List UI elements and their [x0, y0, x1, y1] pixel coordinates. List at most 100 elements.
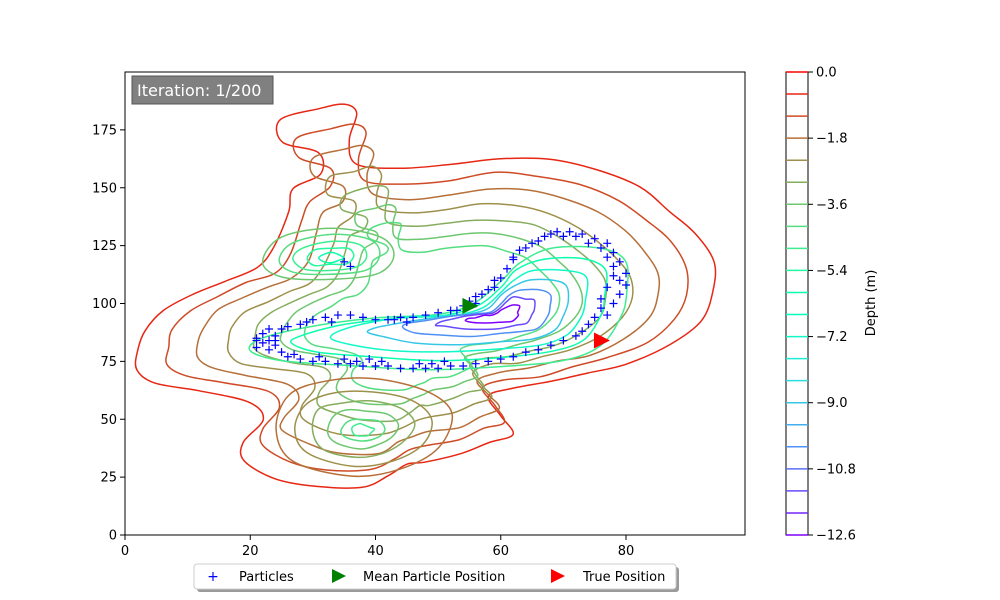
- particle-marker: [615, 257, 624, 266]
- y-tick-label: 0: [109, 529, 117, 544]
- particle-marker: [421, 311, 430, 320]
- particle-marker: [340, 355, 349, 364]
- particle-marker: [434, 364, 443, 373]
- particle-marker: [283, 352, 292, 361]
- colorbar-ticks: 0.0 −1.8 −3.6 −5.4 −7.2 −9.0 −10.8 −12.6: [808, 66, 856, 544]
- particle-marker: [603, 239, 612, 248]
- particle-marker: [315, 352, 324, 361]
- particle-marker: [509, 352, 518, 361]
- contour-line: [275, 377, 454, 478]
- colorbar-tick-label: −12.6: [816, 529, 856, 544]
- particle-marker: [271, 336, 280, 345]
- particle-marker: [440, 357, 449, 366]
- particle-marker: [277, 324, 286, 333]
- true-legend-label: True Position: [582, 570, 665, 585]
- x-tick-label: 40: [367, 544, 384, 559]
- legend: + Particles Mean Particle Position True …: [193, 563, 679, 592]
- legend-box: [193, 563, 677, 590]
- contour-line: [294, 390, 433, 468]
- particle-marker: [252, 343, 261, 352]
- y-tick-label: 50: [100, 413, 117, 428]
- particle-marker: [609, 262, 618, 271]
- particle-marker: [571, 331, 580, 340]
- particle-marker: [528, 239, 537, 248]
- particle-marker: [559, 232, 568, 241]
- iteration-box-bg: [131, 75, 274, 105]
- x-tick-label: 80: [618, 544, 635, 559]
- contour-line: [434, 296, 536, 331]
- particle-marker: [471, 359, 480, 368]
- particle-marker: [277, 348, 286, 357]
- particle-marker: [296, 355, 305, 364]
- particle-marker: [546, 230, 555, 239]
- particle-marker: [609, 248, 618, 257]
- contour-line: [306, 247, 355, 267]
- mean-legend-marker: [332, 569, 346, 583]
- contour-line: [292, 240, 368, 272]
- y-tick-label: 75: [100, 355, 117, 370]
- colorbar-levels: [786, 71, 808, 536]
- particle-marker: [252, 336, 261, 345]
- particle-marker: [340, 257, 349, 266]
- particle-marker: [546, 341, 555, 350]
- particle-marker: [384, 362, 393, 371]
- particle-marker: [553, 227, 562, 236]
- axes-background: [125, 72, 745, 535]
- y-tick-label: 150: [92, 181, 117, 196]
- particle-marker: [571, 232, 580, 241]
- particle-marker: [283, 322, 292, 331]
- particle-marker: [521, 243, 530, 252]
- particle-marker: [559, 336, 568, 345]
- contour-line: [195, 144, 661, 456]
- particle-marker: [377, 357, 386, 366]
- contour-line: [340, 418, 386, 442]
- mean-legend-label: Mean Particle Position: [363, 570, 505, 585]
- x-tick-label: 20: [242, 544, 259, 559]
- particle-marker: [258, 329, 267, 338]
- particle-marker: [321, 313, 330, 322]
- particle-marker: [446, 362, 455, 371]
- particle-marker: [477, 290, 486, 299]
- particle-marker: [333, 359, 342, 368]
- particle-marker: [452, 306, 461, 315]
- particle-marker: [622, 280, 631, 289]
- particle-marker: [371, 315, 380, 324]
- particle-layer: [252, 227, 631, 373]
- particles-legend-marker: +: [207, 569, 219, 585]
- particle-marker: [409, 364, 418, 373]
- particle-marker: [308, 357, 317, 366]
- contour-line: [252, 184, 608, 423]
- particle-marker: [302, 318, 311, 327]
- particle-marker: [258, 338, 267, 347]
- particle-marker: [434, 308, 443, 317]
- particle-marker: [609, 271, 618, 280]
- particle-marker: [490, 283, 499, 292]
- particle-marker: [327, 318, 336, 327]
- legend-item-true: True Position: [551, 569, 665, 585]
- particle-marker: [615, 290, 624, 299]
- particle-marker: [265, 324, 274, 333]
- particle-marker: [352, 357, 361, 366]
- particle-marker: [484, 357, 493, 366]
- particle-marker: [565, 227, 574, 236]
- colorbar-tick-label: −7.2: [816, 330, 848, 345]
- particle-marker: [321, 357, 330, 366]
- particle-marker: [590, 313, 599, 322]
- colorbar-tick-label: −3.6: [816, 198, 848, 213]
- colorbar: 0.0 −1.8 −3.6 −5.4 −7.2 −9.0 −10.8 −12.6 Depth …: [785, 66, 879, 544]
- contour-line: [279, 203, 584, 406]
- particle-marker: [609, 299, 618, 308]
- particle-marker: [421, 364, 430, 373]
- particle-marker: [396, 364, 405, 373]
- particle-marker: [409, 313, 418, 322]
- particle-marker: [590, 234, 599, 243]
- particle-marker: [496, 274, 505, 283]
- particle-marker: [402, 318, 411, 327]
- particle-marker: [534, 345, 543, 354]
- colorbar-tick-label: −9.0: [816, 396, 848, 411]
- particle-marker: [346, 359, 355, 368]
- particle-marker: [509, 253, 518, 262]
- particle-marker: [596, 243, 605, 252]
- contour-line: [326, 408, 400, 450]
